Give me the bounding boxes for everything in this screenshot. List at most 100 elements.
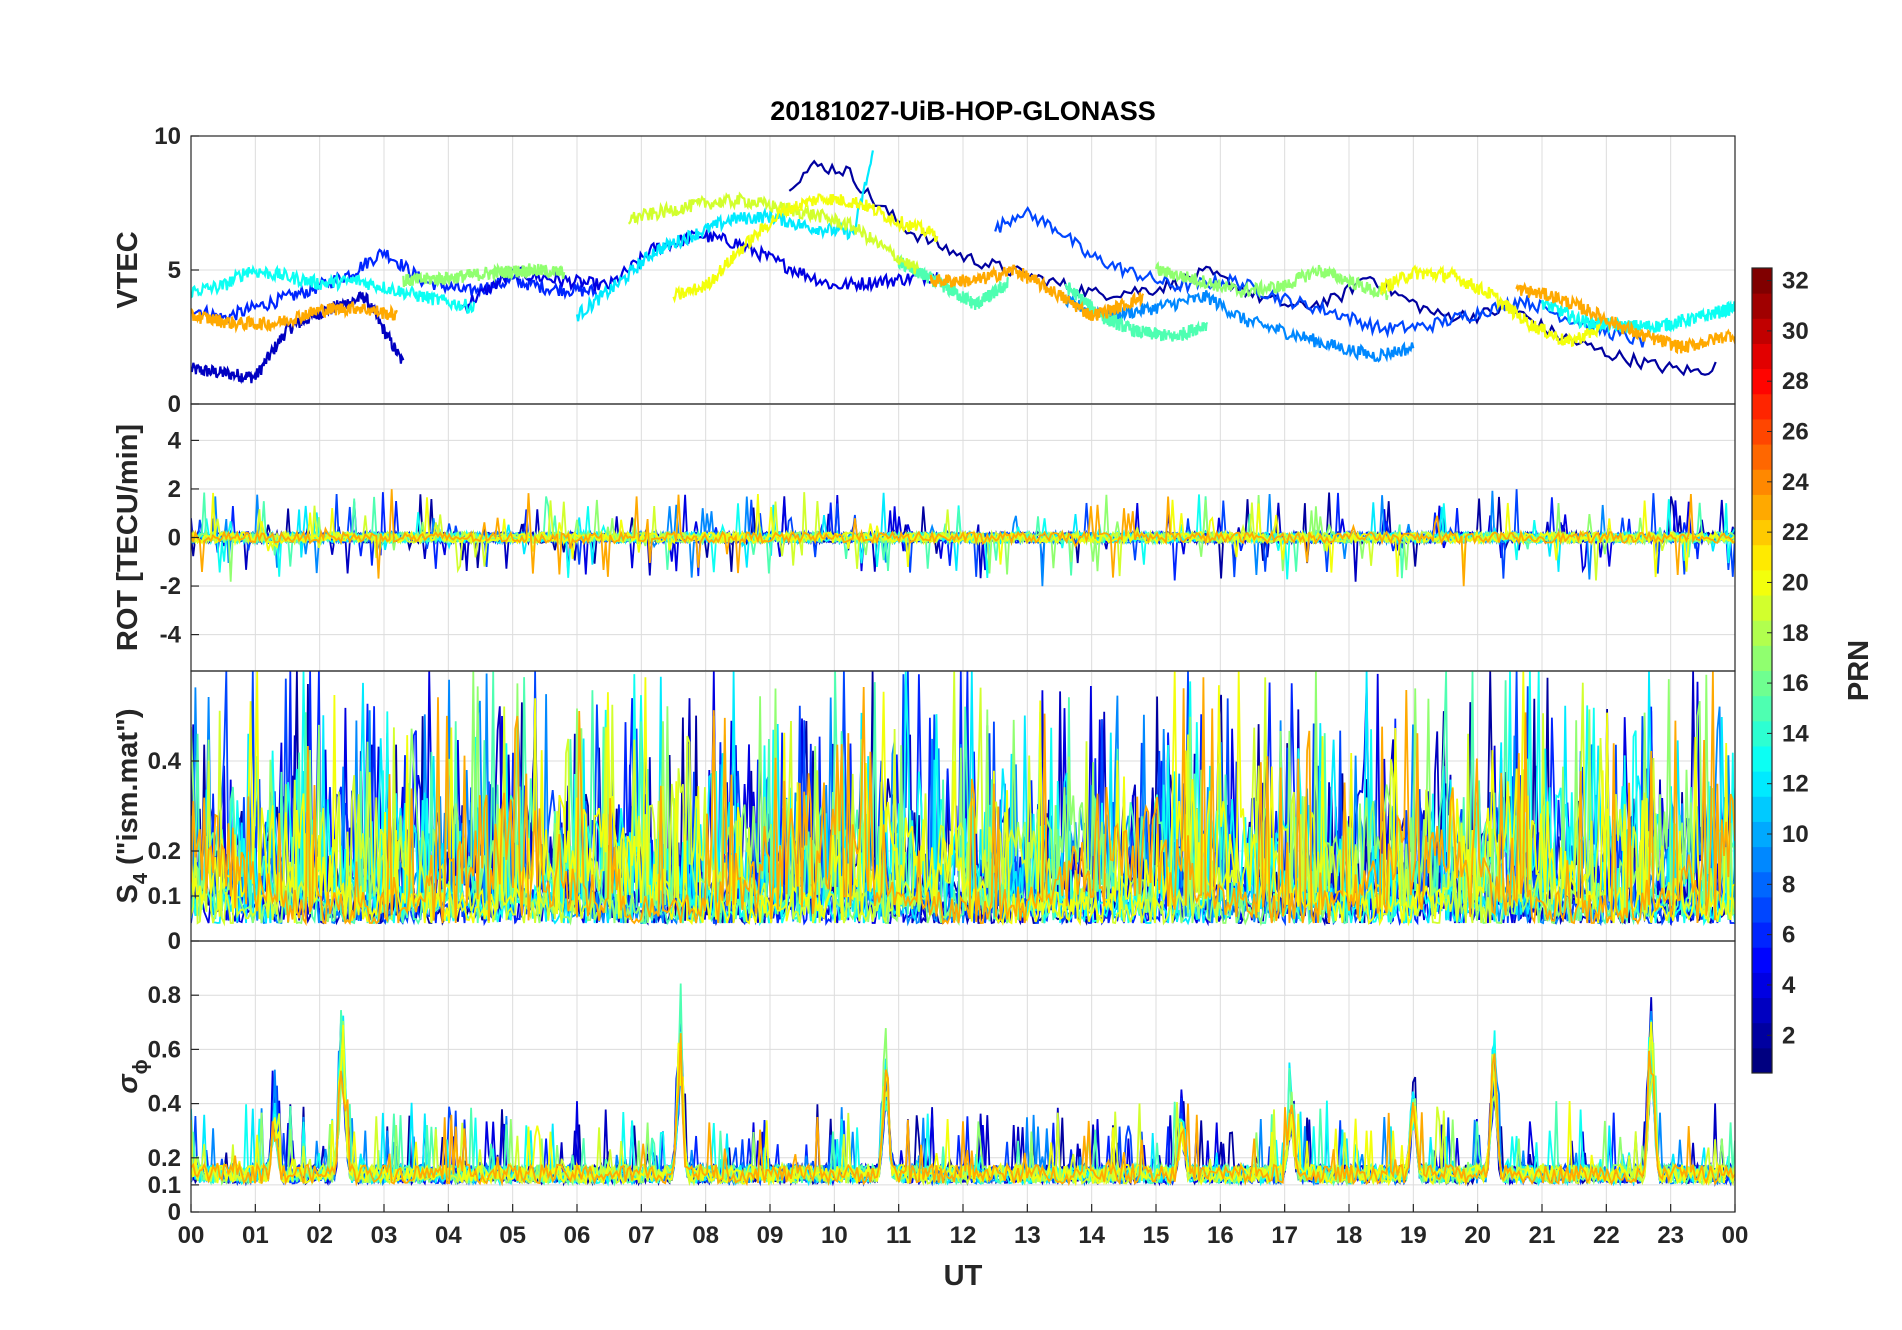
y-tick-label: 0 [168, 928, 181, 955]
y-label-main: S [112, 884, 144, 903]
line-prn-20 [191, 1021, 1735, 1187]
y-ticks-rot: -4 -2 0 2 4 [160, 427, 199, 649]
colorbar-band [1752, 620, 1772, 646]
line-prn-17 [1154, 261, 1389, 301]
line-prn-7 [994, 206, 1646, 348]
series-s4 [191, 671, 1735, 927]
colorbar-tick-label: 24 [1782, 469, 1809, 496]
colorbar-band [1752, 896, 1772, 923]
panel-rot: -4 -2 0 2 4 ROT [TECU/min] [112, 403, 1736, 672]
colorbar-band [1752, 645, 1772, 671]
x-tick-label: 21 [1529, 1222, 1556, 1249]
colorbar-band [1752, 821, 1772, 848]
colorbar-band [1752, 318, 1772, 344]
line-prn-17 [402, 262, 566, 288]
line-prn-23 [191, 489, 1735, 587]
x-tick-label: 00 [1722, 1222, 1749, 1249]
x-tick-label: 17 [1271, 1222, 1298, 1249]
y-tick-label: 0 [168, 391, 181, 418]
x-tick-label: 20 [1464, 1222, 1491, 1249]
x-tick-label: 23 [1657, 1222, 1684, 1249]
x-tick-label: 04 [435, 1222, 462, 1249]
y-tick-label: -4 [160, 622, 182, 649]
colorbar-label: PRN [1843, 640, 1875, 701]
x-tick-label: 10 [821, 1222, 848, 1249]
series-sigma [191, 983, 1735, 1187]
series-rot [191, 489, 1735, 587]
x-tick-label: 00 [178, 1222, 205, 1249]
x-tick-label: 16 [1207, 1222, 1234, 1249]
colorbar-band [1752, 268, 1772, 294]
colorbar-tick-label: 4 [1782, 972, 1796, 999]
y-tick-label: 0.1 [148, 1172, 181, 1199]
colorbar-band [1752, 997, 1772, 1024]
y-ticks-vtec: 0 5 10 [154, 123, 199, 418]
colorbar-band [1752, 494, 1772, 521]
y-tick-label: 2 [168, 476, 181, 503]
y-axis-label-sigma: σϕ [112, 1059, 152, 1093]
line-prn-19 [627, 191, 920, 275]
colorbar-band [1752, 444, 1772, 470]
line-prn-13 [191, 264, 476, 315]
x-axis-label: UT [944, 1260, 983, 1292]
colorbar-tick-label: 2 [1782, 1022, 1795, 1049]
y-tick-label: 0.8 [148, 982, 181, 1009]
colorbar-band [1752, 469, 1772, 495]
colorbar-tick-label: 20 [1782, 569, 1809, 596]
line-prn-23 [191, 1033, 1735, 1187]
x-tick-label: 22 [1593, 1222, 1620, 1249]
x-tick-label: 05 [499, 1222, 526, 1249]
y-label-rest: ("ism.mat") [112, 709, 144, 873]
colorbar-tick-label: 18 [1782, 620, 1809, 647]
y-axis-label-s4: S4 ("ism.mat") [112, 709, 152, 904]
colorbar-band [1752, 720, 1772, 747]
colorbar-band [1752, 922, 1772, 948]
line-prn-23 [191, 301, 398, 334]
colorbar-band [1752, 418, 1772, 445]
x-tick-label: 08 [692, 1222, 719, 1249]
colorbar-band [1752, 871, 1772, 898]
line-prn-20 [191, 671, 1735, 927]
x-tick-label: 03 [371, 1222, 398, 1249]
panel-s4: 00.10.20.4S4 ("ism.mat") [112, 670, 1736, 955]
colorbar-band [1752, 343, 1772, 370]
line-prn-3 [191, 291, 405, 385]
line-prn-6 [191, 248, 598, 325]
x-tick-label: 18 [1336, 1222, 1363, 1249]
colorbar-band [1752, 1022, 1772, 1049]
colorbar-tick-label: 8 [1782, 871, 1795, 898]
y-tick-label: 0 [168, 1199, 181, 1226]
y-tick-label: 10 [154, 123, 181, 150]
colorbar-band [1752, 393, 1772, 420]
x-tick-label: 15 [1143, 1222, 1170, 1249]
y-label-sub: ϕ [130, 1059, 152, 1074]
grid-vtec [190, 135, 1736, 405]
y-ticks-sigma: 00.10.2 0.4 0.6 0.8 [148, 982, 199, 1226]
colorbar-band [1752, 846, 1772, 873]
colorbar-band [1752, 972, 1772, 999]
y-tick-label: 0.6 [148, 1036, 181, 1063]
y-axis-label-rot: ROT [TECU/min] [112, 424, 144, 651]
colorbar-tick-label: 6 [1782, 922, 1795, 949]
x-tick-label: 06 [564, 1222, 591, 1249]
line-prn-15 [897, 254, 1010, 311]
line-prn-12 [575, 150, 874, 322]
y-tick-label: 0.2 [148, 1145, 181, 1172]
colorbar-tick-label: 28 [1782, 368, 1809, 395]
line-prn-23 [1515, 281, 1735, 355]
colorbar-tick-label: 32 [1782, 268, 1809, 295]
colorbar-band [1752, 544, 1772, 571]
colorbar-band [1752, 293, 1772, 319]
x-tick-label: 07 [628, 1222, 655, 1249]
x-tick-label: 01 [242, 1222, 269, 1249]
y-tick-label: 5 [168, 257, 181, 284]
colorbar-tick-label: 16 [1782, 670, 1809, 697]
line-prn-4 [460, 227, 939, 314]
x-tick-label: 14 [1078, 1222, 1105, 1249]
colorbar-band [1752, 771, 1772, 797]
colorbar-band [1752, 569, 1772, 596]
colorbar-tick-label: 12 [1782, 771, 1809, 798]
